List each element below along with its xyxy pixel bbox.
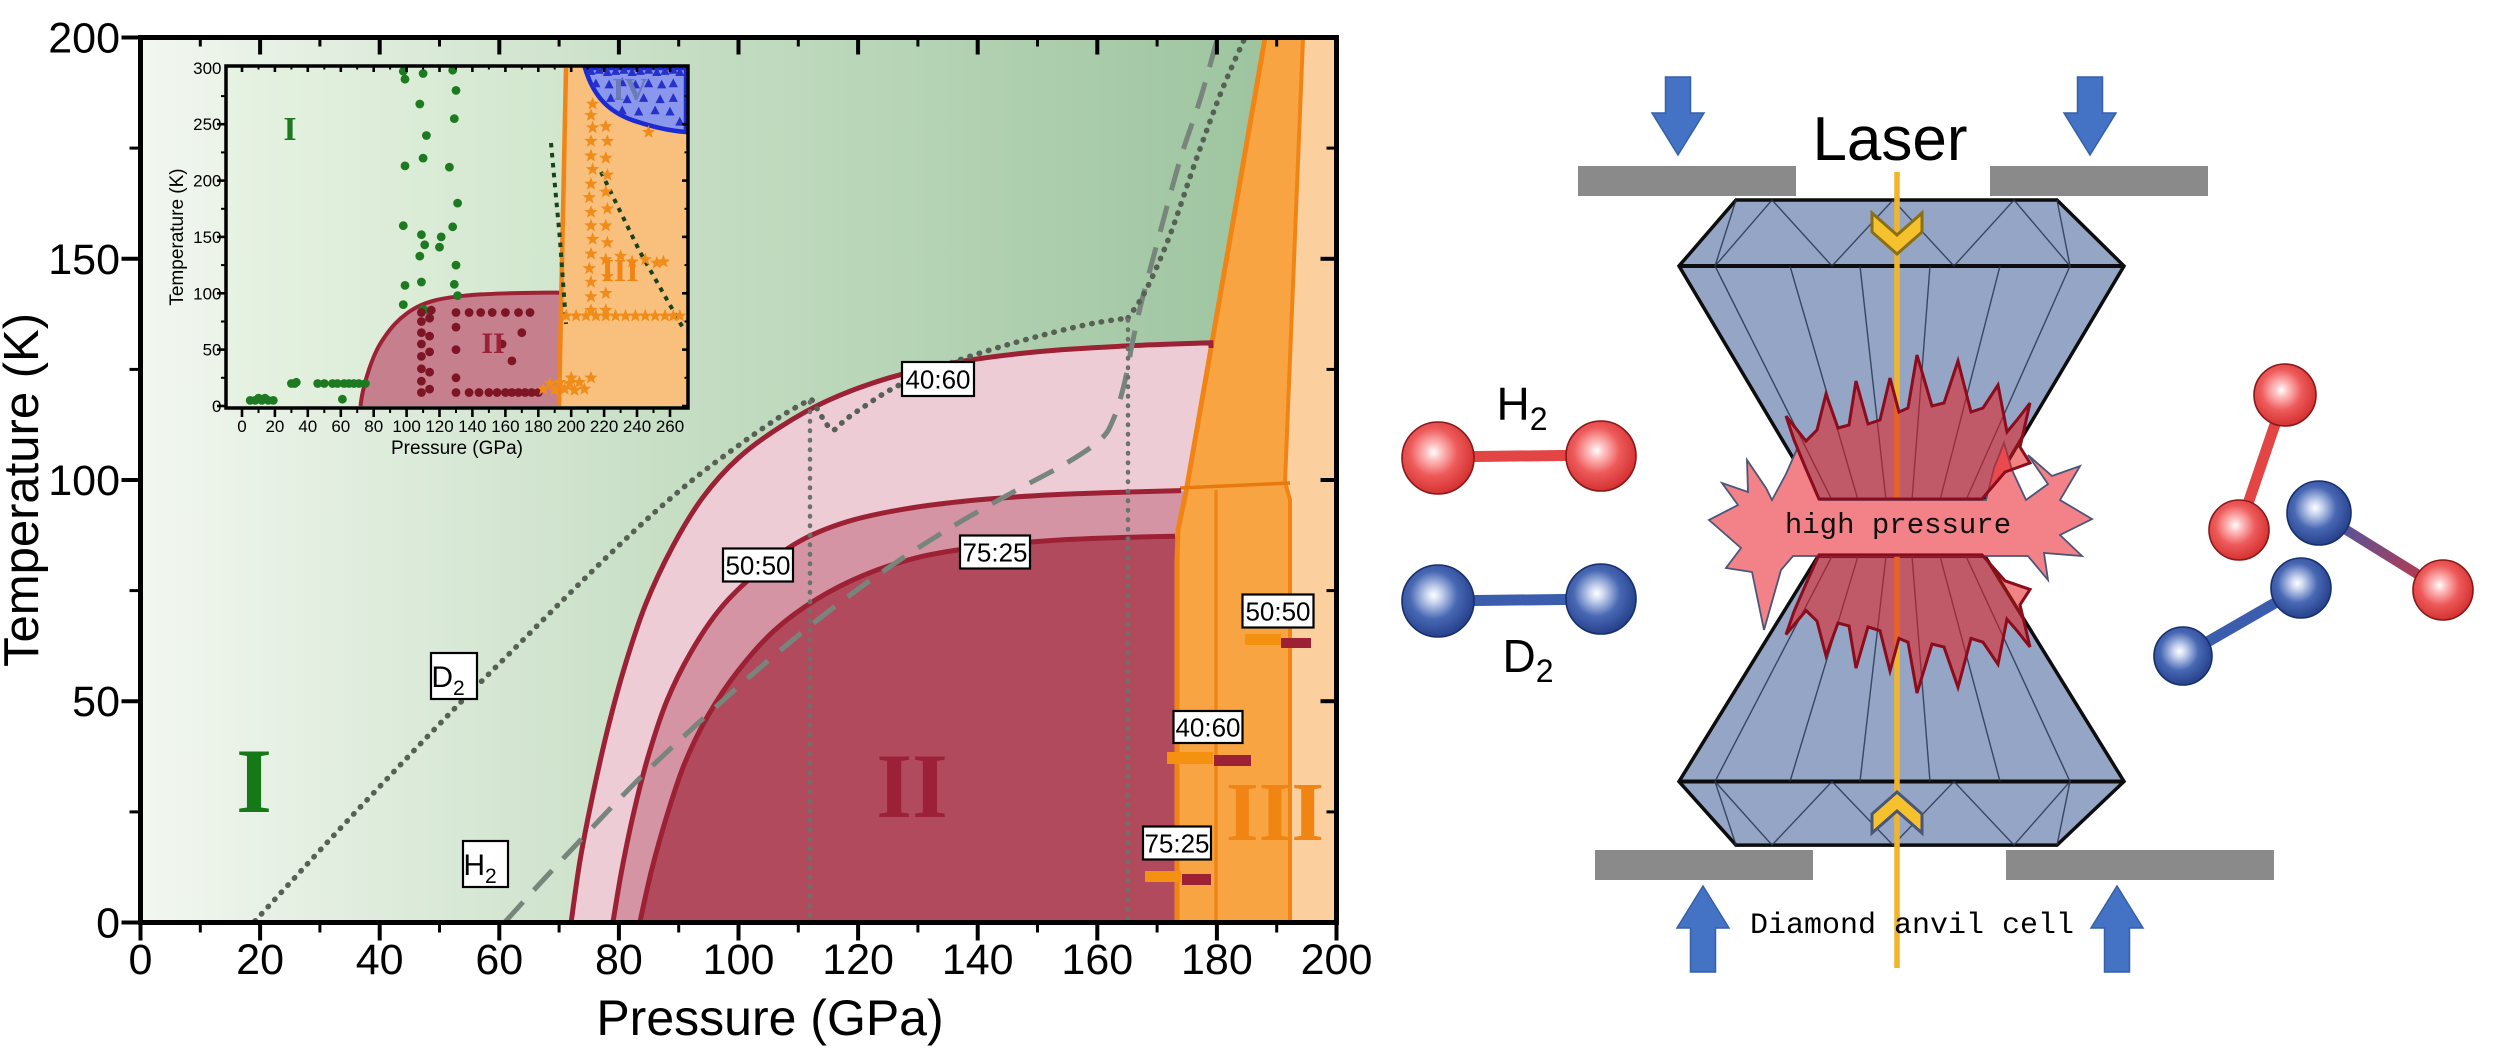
svg-text:40:60: 40:60: [905, 364, 970, 394]
svg-text:40: 40: [356, 936, 404, 984]
svg-text:Temperature (K): Temperature (K): [167, 168, 188, 305]
svg-text:220: 220: [590, 417, 618, 436]
svg-text:180: 180: [524, 417, 552, 436]
svg-text:20: 20: [236, 936, 284, 984]
svg-text:50:50: 50:50: [725, 550, 790, 580]
svg-text:III: III: [601, 252, 638, 288]
svg-text:high pressure: high pressure: [1785, 509, 2011, 542]
svg-text:160: 160: [1061, 936, 1133, 984]
svg-text:80: 80: [364, 417, 383, 436]
svg-text:20: 20: [265, 417, 284, 436]
svg-text:I: I: [236, 730, 272, 832]
svg-text:60: 60: [475, 936, 523, 984]
svg-text:40:60: 40:60: [1175, 712, 1240, 742]
svg-text:300: 300: [193, 59, 221, 78]
svg-text:H2: H2: [1496, 378, 1547, 437]
svg-text:260: 260: [656, 417, 684, 436]
svg-text:0: 0: [212, 397, 221, 416]
svg-text:0: 0: [129, 936, 153, 984]
svg-text:II: II: [876, 735, 948, 837]
svg-text:120: 120: [822, 936, 894, 984]
svg-text:Laser: Laser: [1812, 105, 1967, 174]
svg-text:Diamond anvil cell: Diamond anvil cell: [1750, 909, 2074, 943]
svg-text:Pressure (GPa): Pressure (GPa): [596, 990, 943, 1046]
svg-text:0: 0: [237, 417, 246, 436]
svg-text:D2: D2: [431, 661, 464, 700]
svg-text:Pressure (GPa): Pressure (GPa): [391, 438, 523, 459]
svg-text:75:25: 75:25: [1144, 828, 1209, 858]
svg-text:240: 240: [623, 417, 651, 436]
svg-text:200: 200: [557, 417, 585, 436]
svg-text:50: 50: [203, 341, 222, 360]
svg-text:180: 180: [1181, 936, 1253, 984]
svg-text:100: 100: [193, 284, 221, 303]
svg-text:0: 0: [96, 900, 120, 948]
svg-text:40: 40: [298, 417, 317, 436]
svg-text:Temperature (K): Temperature (K): [0, 313, 49, 667]
svg-text:50: 50: [72, 678, 120, 726]
svg-text:200: 200: [1301, 936, 1373, 984]
svg-text:80: 80: [595, 936, 643, 984]
svg-text:I: I: [283, 111, 296, 148]
svg-text:200: 200: [193, 172, 221, 191]
svg-text:III: III: [1226, 766, 1324, 859]
svg-text:140: 140: [458, 417, 486, 436]
svg-text:IV: IV: [612, 71, 648, 107]
svg-text:100: 100: [392, 417, 420, 436]
svg-text:200: 200: [48, 15, 120, 63]
svg-text:120: 120: [425, 417, 453, 436]
svg-text:D2: D2: [1502, 630, 1553, 689]
svg-text:II: II: [481, 327, 504, 360]
svg-text:150: 150: [193, 228, 221, 247]
svg-text:75:25: 75:25: [962, 537, 1027, 567]
svg-text:100: 100: [703, 936, 775, 984]
svg-text:50:50: 50:50: [1245, 596, 1310, 626]
svg-text:250: 250: [193, 115, 221, 134]
svg-text:150: 150: [48, 236, 120, 284]
svg-text:100: 100: [48, 457, 120, 505]
svg-text:160: 160: [491, 417, 519, 436]
svg-text:140: 140: [942, 936, 1014, 984]
svg-text:60: 60: [331, 417, 350, 436]
